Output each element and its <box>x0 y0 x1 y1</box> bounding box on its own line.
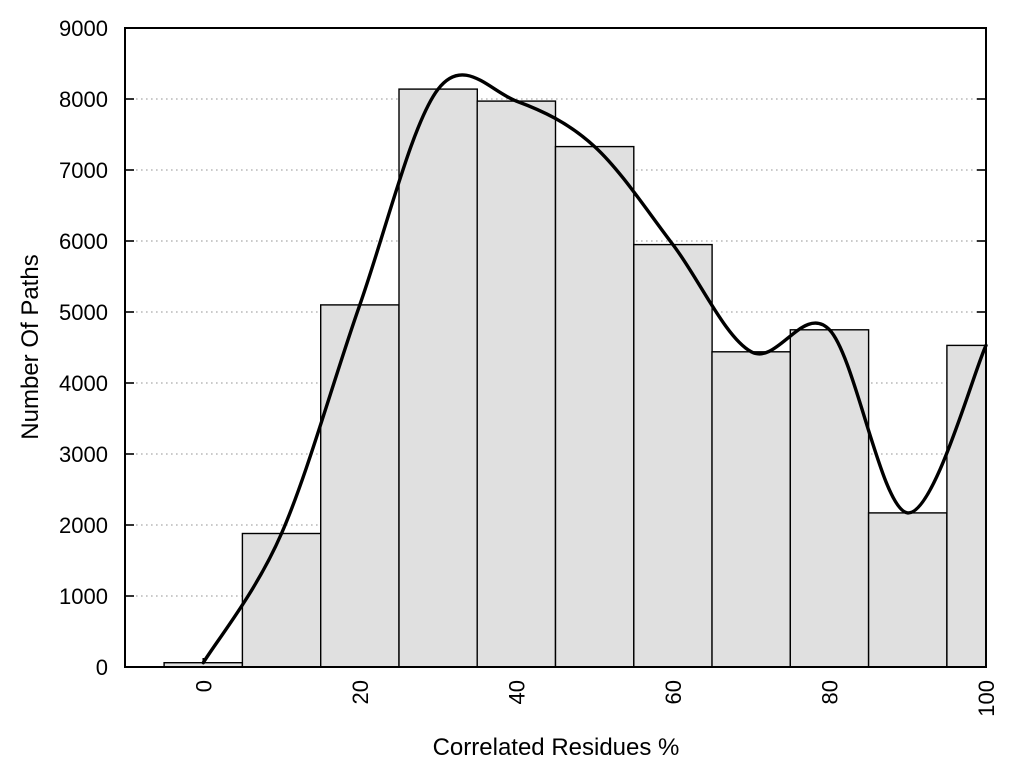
y-tick-label: 9000 <box>59 16 108 41</box>
histogram-bar <box>789 329 870 668</box>
histogram-bar <box>398 88 479 668</box>
y-tick-label: 0 <box>96 655 108 680</box>
x-tick-label: 40 <box>504 680 529 704</box>
x-tick-label: 0 <box>191 680 216 692</box>
y-tick-label: 2000 <box>59 513 108 538</box>
x-tick-label: 20 <box>348 680 373 704</box>
y-tick-label: 3000 <box>59 442 108 467</box>
histogram-bar <box>867 512 948 668</box>
bars-layer <box>163 88 987 668</box>
y-tick-labels: 0 1000 2000 3000 4000 5000 6000 7000 8000 9000 <box>59 16 108 680</box>
histogram-bar <box>554 145 635 668</box>
plot-border <box>124 27 987 668</box>
histogram-bar <box>320 304 400 668</box>
histogram-bar <box>711 351 792 668</box>
y-tick-label: 8000 <box>59 87 108 112</box>
smoothed-curve <box>201 73 988 665</box>
y-axis-title: Number Of Paths <box>17 254 44 439</box>
y-tick-label: 1000 <box>59 584 108 609</box>
histogram-bar <box>476 100 557 668</box>
x-tick-label: 80 <box>818 680 843 704</box>
histogram-bar <box>241 532 322 668</box>
histogram-bar <box>633 243 713 668</box>
y-tick-label: 5000 <box>59 300 108 325</box>
x-tick-label: 60 <box>661 680 686 704</box>
x-tick-labels: 0 20 40 60 80 100 <box>191 680 999 717</box>
x-axis-title: Correlated Residues % <box>433 734 680 761</box>
histogram-bar <box>946 344 987 668</box>
x-tick-label: 100 <box>974 680 999 717</box>
y-tick-label: 7000 <box>59 158 108 183</box>
y-tick-label: 6000 <box>59 229 108 254</box>
y-tick-label: 4000 <box>59 371 108 396</box>
